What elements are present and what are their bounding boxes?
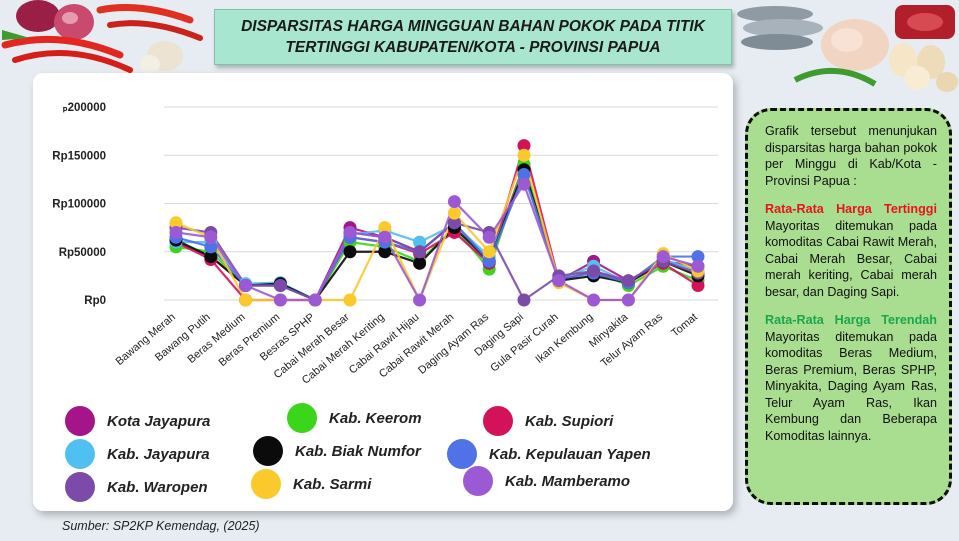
- x-tick-label: Beras Premium: [217, 311, 283, 369]
- legend-marker: [253, 436, 283, 466]
- data-point: [517, 293, 531, 307]
- data-point: [239, 293, 253, 307]
- data-point: [204, 230, 218, 244]
- legend-label: Kab. Kepulauan Yapen: [489, 445, 651, 463]
- data-point: [587, 293, 601, 307]
- data-point: [413, 293, 427, 307]
- y-tick-label: Rp50000: [59, 247, 106, 259]
- data-point: [621, 274, 635, 288]
- data-point: [656, 250, 670, 264]
- legend-label: Kab. Jayapura: [107, 445, 210, 463]
- chart-legend: Kota Jayapura Kab. Keerom Kab. Supiori K…: [55, 400, 715, 508]
- legend-label: Kab. Keerom: [329, 409, 422, 427]
- legend-item-kota-jayapura: Kota Jayapura: [65, 406, 210, 436]
- legend-marker: [483, 406, 513, 436]
- legend-item-kab-mamberamo: Kab. Mamberamo: [463, 466, 630, 496]
- vegetables-decoration-image: [1, 0, 203, 73]
- legend-item-kab-sarmi: Kab. Sarmi: [251, 469, 371, 499]
- legend-marker: [447, 439, 477, 469]
- data-point: [273, 293, 287, 307]
- data-point: [447, 216, 461, 230]
- data-point: [517, 139, 531, 153]
- legend-item-kab-biak-numfor: Kab. Biak Numfor: [253, 436, 421, 466]
- legend-item-kab-kepulauan-yapen: Kab. Kepulauan Yapen: [447, 439, 651, 469]
- legend-item-kab-keerom: Kab. Keerom: [287, 403, 422, 433]
- data-point: [691, 259, 705, 273]
- data-point: [691, 250, 705, 264]
- title-banner: DISPARSITAS HARGA MINGGUAN BAHAN POKOK P…: [214, 9, 732, 65]
- meat-fish-eggs-decoration-image: [737, 5, 958, 92]
- data-point: [517, 168, 531, 182]
- y-tick-label: Rp100000: [52, 199, 106, 211]
- series-line: [175, 183, 699, 302]
- legend-marker: [251, 469, 281, 499]
- data-point: [413, 235, 427, 249]
- series-line: [175, 221, 699, 302]
- chart-card: [33, 73, 733, 511]
- highest-heading: Rata-Rata Harga Tertinggi: [765, 202, 937, 216]
- data-point: [378, 230, 392, 244]
- line-chart: Rp0 Rp50000 Rp100000 Rp150000 ₚ200000 Bawang …: [52, 102, 718, 387]
- info-highest: Rata-Rata Harga Tertinggi Mayoritas dite…: [765, 201, 937, 300]
- lowest-text: Mayoritas ditemukan pada komoditas Beras…: [765, 329, 937, 443]
- legend-label: Kab. Mamberamo: [505, 472, 631, 490]
- info-intro: Grafik tersebut menunjukan disparsitas h…: [765, 124, 937, 188]
- chart-title: DISPARSITAS HARGA MINGGUAN BAHAN POKOK P…: [241, 18, 705, 56]
- data-point: [204, 250, 218, 264]
- legend-marker: [463, 466, 493, 496]
- data-point: [413, 256, 427, 270]
- series-line: [176, 173, 699, 302]
- legend-label: Kota Jayapura: [107, 412, 211, 430]
- info-panel: Grafik tersebut menunjukan disparsitas h…: [745, 108, 952, 505]
- data-point: [239, 279, 253, 293]
- highest-text: Mayoritas ditemukan pada komoditas Cabai…: [765, 218, 937, 299]
- data-point: [273, 279, 287, 293]
- data-point: [691, 279, 705, 293]
- data-point: [169, 225, 183, 239]
- legend-label: Kab. Sarmi: [293, 475, 372, 493]
- data-point: [343, 245, 357, 259]
- legend-marker: [65, 406, 95, 436]
- y-tick-label: Rp150000: [52, 150, 106, 162]
- data-point: [308, 293, 322, 307]
- data-point: [378, 245, 392, 259]
- legend-label: Kab. Waropen: [107, 478, 208, 496]
- legend-label: Kab. Biak Numfor: [295, 442, 421, 460]
- data-point: [378, 221, 392, 235]
- source-note: Sumber: SP2KP Kemendag, (2025): [62, 519, 260, 533]
- lowest-heading: Rata-Rata Harga Terendah: [765, 313, 937, 327]
- data-point: [587, 264, 601, 278]
- legend-marker: [65, 439, 95, 469]
- y-tick-label: Rp0: [84, 295, 106, 307]
- data-point: [169, 216, 183, 230]
- y-tick-label: ₚ200000: [63, 102, 106, 114]
- data-point: [482, 254, 496, 268]
- legend-item-kab-waropen: Kab. Waropen: [65, 472, 208, 502]
- data-point: [447, 195, 461, 209]
- legend-marker: [65, 472, 95, 502]
- legend-item-kab-supiori: Kab. Supiori: [483, 406, 613, 436]
- data-point: [413, 245, 427, 259]
- data-point: [204, 240, 218, 254]
- info-lowest: Rata-Rata Harga Terendah Mayoritas ditem…: [765, 312, 937, 444]
- data-point: [482, 245, 496, 259]
- data-point: [482, 230, 496, 244]
- data-point: [621, 293, 635, 307]
- x-tick-label: Tomat: [669, 311, 700, 339]
- data-point: [517, 148, 531, 162]
- data-point: [343, 293, 357, 307]
- x-tick-label: Bawang Merah: [114, 311, 178, 368]
- data-point: [343, 225, 357, 239]
- data-point: [552, 274, 566, 288]
- legend-label: Kab. Supiori: [525, 412, 614, 430]
- data-point: [447, 206, 461, 220]
- x-tick-label: Telur Ayam Ras: [599, 311, 666, 370]
- legend-marker: [287, 403, 317, 433]
- data-point: [517, 177, 531, 191]
- legend-item-kab-jayapura: Kab. Jayapura: [65, 439, 210, 469]
